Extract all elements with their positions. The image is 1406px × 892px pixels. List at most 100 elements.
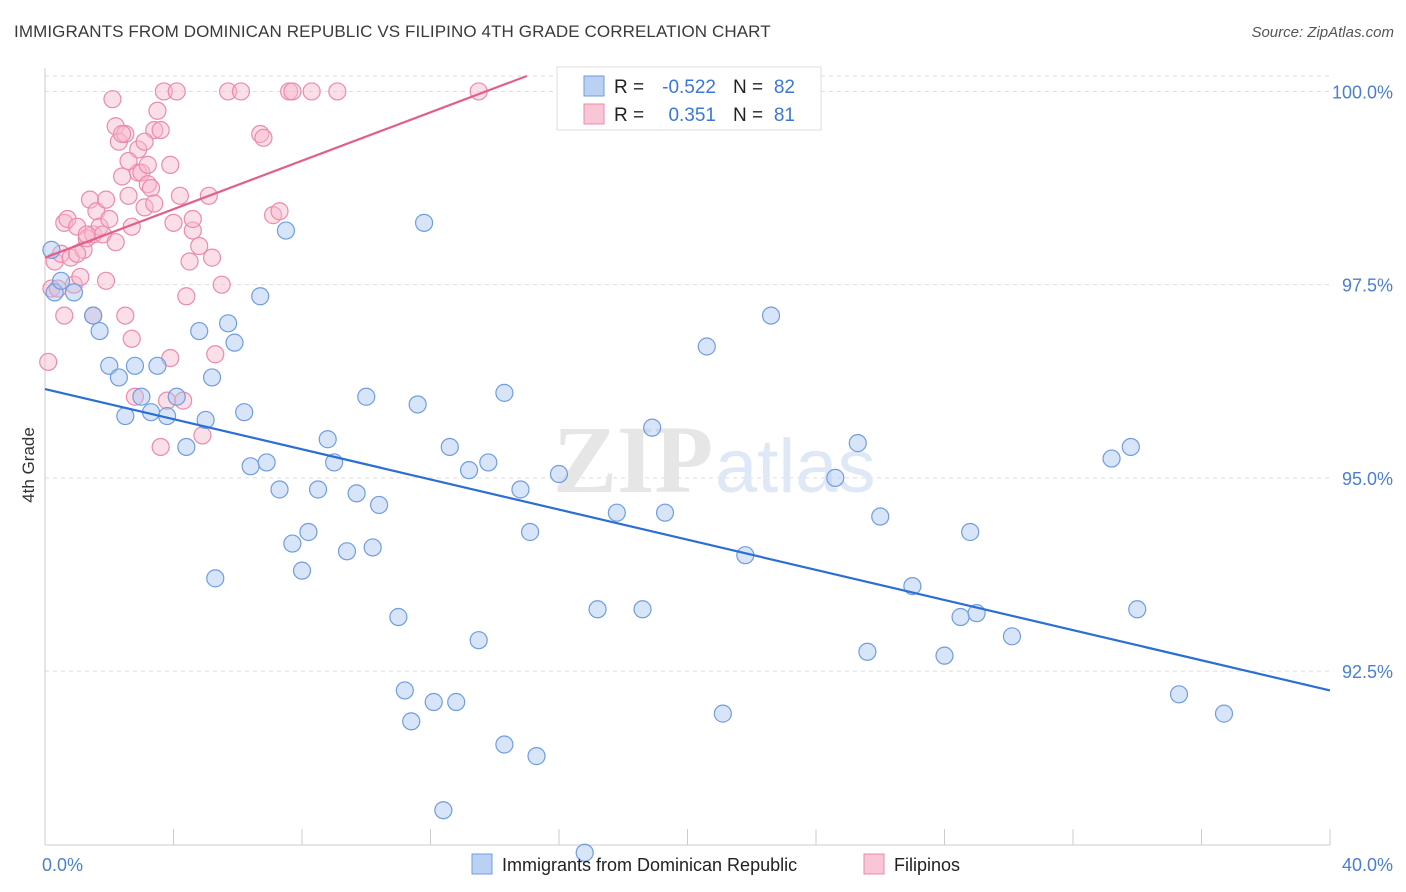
watermark: ZIP atlas: [553, 406, 876, 513]
dominican-point: [167, 387, 186, 406]
trend-lines: [44, 74, 1331, 692]
dominican-point: [347, 484, 366, 503]
filipino-point: [71, 267, 90, 287]
dominican-point: [858, 642, 877, 661]
y-tick-label: 92.5%: [1342, 662, 1393, 682]
filipino-point: [328, 82, 347, 101]
dominican-point: [633, 600, 652, 619]
dominican-point: [1128, 600, 1147, 619]
dominican-point: [395, 681, 414, 700]
dominican-point: [276, 221, 296, 240]
dominican-point: [697, 337, 716, 356]
filipino-point: [68, 217, 87, 236]
legend-r-label: R =: [614, 105, 644, 126]
filipino-point: [135, 198, 154, 217]
dominican-point: [370, 495, 389, 515]
filipino-point: [254, 128, 273, 147]
legend-r-value: 0.351: [668, 105, 716, 126]
dominican-point: [177, 437, 196, 457]
filipino-point: [145, 121, 164, 140]
dominican-point: [257, 453, 276, 472]
dominican-point: [469, 631, 488, 650]
filipino-point: [183, 209, 202, 229]
dominican-point: [132, 387, 151, 406]
legend-n-value: 82: [774, 77, 795, 98]
filipino-point: [193, 426, 212, 445]
dominican-point: [84, 306, 103, 325]
filipino-point: [112, 124, 132, 144]
bottom-legend-swatch-blue: [471, 853, 493, 875]
filipino-point: [55, 306, 74, 325]
dominican-point: [241, 457, 260, 476]
dominican-point: [495, 735, 514, 754]
dominican-point: [520, 522, 540, 542]
dominican-point: [826, 468, 845, 487]
dominican-point: [148, 356, 167, 375]
filipino-point: [112, 167, 132, 186]
dominican-point: [206, 569, 225, 588]
filipino-point: [39, 352, 58, 372]
dominican-point: [51, 271, 71, 290]
x-tick-label: 0.0%: [42, 855, 83, 875]
filipino-point: [148, 101, 167, 120]
dominican-point: [270, 480, 289, 499]
dominican-point: [1214, 704, 1234, 723]
y-tick-label: 100.0%: [1332, 82, 1393, 102]
filipino-point: [106, 233, 125, 252]
filipino-point: [154, 82, 173, 101]
dominican-point: [363, 538, 382, 557]
dominican-point: [100, 356, 119, 375]
dominican-point: [318, 430, 337, 449]
filipino-point: [58, 209, 77, 229]
dominican-point: [299, 522, 318, 542]
filipino-point: [170, 186, 190, 205]
filipino-point: [80, 190, 100, 209]
bottom-legend-swatch-pink: [863, 853, 885, 875]
filipino-point: [100, 209, 119, 229]
dominican-point: [64, 283, 84, 302]
dominican-point: [109, 368, 128, 387]
grid-lines: [45, 75, 1330, 672]
filipino-point: [103, 90, 122, 109]
filipino-point: [190, 236, 209, 256]
dominican-point: [283, 534, 302, 553]
dominican-point: [459, 461, 479, 480]
dominican-point: [190, 321, 209, 341]
dominican-point: [251, 287, 270, 306]
dominican-point: [440, 437, 459, 457]
filipino-point: [122, 329, 141, 348]
dominican-point: [434, 801, 453, 820]
dominican-point: [1102, 449, 1121, 468]
legend-swatch-pink: [583, 103, 605, 125]
filipino-point: [164, 213, 183, 232]
filipino-point: [283, 82, 302, 101]
bottom-legend-label: Filipinos: [894, 855, 960, 875]
dominican-point: [511, 480, 530, 499]
dominican-point: [1002, 627, 1022, 646]
dominican-point: [575, 843, 594, 862]
dominican-point: [337, 542, 357, 561]
dominican-point: [643, 418, 662, 437]
chart-title: IMMIGRANTS FROM DOMINICAN REPUBLIC VS FI…: [14, 22, 771, 41]
legend-n-value: 81: [774, 105, 795, 126]
dominican-point: [414, 213, 434, 232]
filipino-point: [231, 82, 251, 101]
filipino-point: [138, 155, 157, 174]
dominican-point: [761, 306, 781, 325]
legend-n-label: N =: [733, 77, 763, 98]
filipino-point: [177, 287, 196, 306]
dominican-point: [389, 607, 408, 627]
filipino-point: [125, 387, 145, 406]
bottom-legend-label: Immigrants from Dominican Republic: [502, 855, 797, 875]
dominican-point: [45, 283, 64, 302]
filipino-point: [180, 252, 199, 271]
filipino-point: [157, 391, 177, 410]
filipino-point: [219, 82, 238, 101]
dominican-point: [1121, 437, 1140, 457]
dominican-point: [549, 464, 569, 484]
bottom-legend: Immigrants from Dominican Republic Filipi…: [471, 853, 960, 875]
dominican-point: [607, 503, 626, 522]
dominican-point: [935, 646, 954, 665]
dominican-point: [495, 383, 514, 402]
